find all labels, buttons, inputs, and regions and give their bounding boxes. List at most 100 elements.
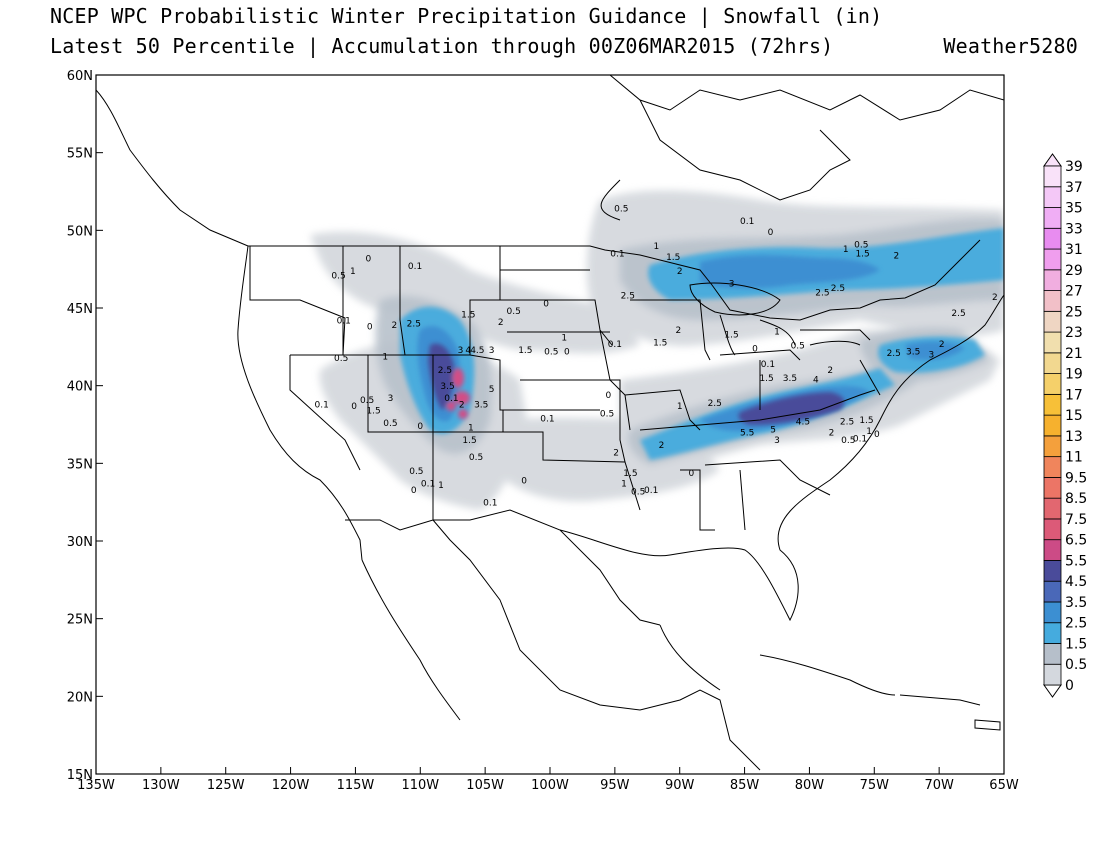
- colorbar-level-label: 33: [1065, 221, 1083, 237]
- colorbar-swatch: [1043, 476, 1062, 499]
- title-line-1: NCEP WPC Probabilistic Winter Precipitat…: [50, 4, 883, 28]
- contour-label: 1: [677, 402, 683, 412]
- colorbar-level-label: 1.5: [1065, 636, 1087, 652]
- contour-label: 2: [992, 293, 998, 303]
- contour-label: 1.5: [859, 416, 873, 426]
- contour-label: 1.5: [461, 310, 475, 320]
- colorbar-swatch: [1043, 186, 1062, 208]
- colorbar-level-label: 0.5: [1065, 657, 1087, 673]
- colorbar-level-label: 5.5: [1065, 553, 1087, 569]
- x-tick-label: 110W: [401, 778, 439, 793]
- contour-label: 2: [676, 326, 682, 336]
- contour-label: 0: [366, 254, 372, 264]
- colorbar-level-label: 15: [1065, 408, 1083, 424]
- contour-label: 2.5: [887, 349, 901, 359]
- contour-label: 0.5: [360, 396, 374, 406]
- contour-label: 3.5: [474, 400, 488, 410]
- x-tick-label: 120W: [272, 778, 310, 793]
- contour-label: 1: [866, 427, 872, 437]
- contour-label: 2: [827, 366, 833, 376]
- colorbar-swatch: [1043, 456, 1062, 478]
- colorbar-swatch: [1043, 373, 1062, 395]
- contour-label: 2: [829, 428, 835, 438]
- colorbar-level-label: 37: [1065, 180, 1083, 196]
- colorbar-level-label: 0: [1065, 678, 1074, 694]
- title-line-2: Latest 50 Percentile | Accumulation thro…: [50, 34, 834, 58]
- colorbar-swatch: [1043, 643, 1062, 665]
- x-tick-label: 115W: [337, 778, 375, 793]
- contour-label: 0: [521, 477, 527, 487]
- colorbar-level-label: 19: [1065, 367, 1083, 383]
- contour-label: 0: [367, 323, 373, 333]
- contour-label: 0.1: [540, 414, 554, 424]
- y-tick-label: 55N: [67, 147, 93, 162]
- contour-label: 0.1: [610, 250, 624, 260]
- contour-label: 2: [677, 267, 683, 277]
- contour-label: 0.5: [631, 487, 645, 497]
- colorbar-swatch: [1043, 207, 1062, 229]
- contour-label: 4.5: [470, 346, 484, 356]
- x-tick-label: 70W: [924, 778, 954, 793]
- x-tick-label: 125W: [207, 778, 245, 793]
- contour-label: 2.5: [407, 320, 421, 330]
- contour-label: 2: [939, 340, 945, 350]
- contour-label: 1.5: [623, 469, 637, 479]
- y-tick-label: 30N: [67, 535, 93, 550]
- contour-label: 0.1: [315, 400, 329, 410]
- colorbar-level-label: 21: [1065, 346, 1083, 362]
- y-tick-label: 15N: [67, 768, 93, 783]
- colorbar-level-label: 2.5: [1065, 616, 1087, 632]
- colorbar-level-label: 9.5: [1065, 470, 1087, 486]
- contour-label: 0: [564, 348, 570, 358]
- contour-label: 2: [391, 321, 397, 331]
- contour-label: 2: [613, 449, 619, 459]
- colorbar-swatch: [1043, 290, 1062, 312]
- contour-label: 4: [465, 346, 471, 356]
- contour-label: 0.5: [854, 240, 868, 250]
- colorbar-swatch: [1043, 518, 1062, 541]
- y-tick-label: 40N: [67, 380, 93, 395]
- contour-label: 0.5: [600, 410, 614, 420]
- contour-label: 0.5: [334, 354, 348, 364]
- colorbar-level-label: 29: [1065, 263, 1083, 279]
- contour-label: 0: [874, 430, 880, 440]
- latitude-axis: 15N 20N 25N 30N 35N 40N 45N 50N 55N 60N: [67, 69, 103, 783]
- y-tick-label: 20N: [67, 690, 93, 705]
- contour-label: 1: [382, 352, 388, 362]
- colorbar-legend: 0 0.5 1.5 2.5 3.5 4.5 5.5 6.5 7.5 8.5 9.5 11 13 15 17 1…: [1043, 153, 1087, 698]
- colorbar-swatch: [1043, 435, 1062, 458]
- contour-label: 4: [813, 376, 819, 386]
- contour-label: 3: [489, 346, 495, 356]
- colorbar-level-label: 4.5: [1065, 574, 1087, 590]
- contour-label: 1: [774, 327, 780, 337]
- contour-label: 0.1: [608, 340, 622, 350]
- contour-label: 1: [438, 481, 444, 491]
- colorbar-level-label: 8.5: [1065, 491, 1087, 507]
- colorbar-swatch: [1043, 497, 1062, 520]
- x-tick-label: 135W: [77, 778, 115, 793]
- colorbar-level-label: 17: [1065, 387, 1083, 403]
- longitude-axis: 135W 130W 125W 120W 115W 110W 105W 100W 95W 90W 85…: [77, 767, 1019, 793]
- contour-label: 0.1: [408, 262, 422, 272]
- x-tick-label: 95W: [600, 778, 630, 793]
- contour-label: 0.5: [331, 271, 345, 281]
- colorbar-level-label: 31: [1065, 242, 1083, 258]
- colorbar-level-label: 35: [1065, 201, 1083, 217]
- x-tick-label: 85W: [730, 778, 760, 793]
- snowfall-shading: [310, 190, 1004, 510]
- contour-label: 1.5: [759, 374, 773, 384]
- contour-label: 0.1: [444, 394, 458, 404]
- contour-label: 1.5: [366, 407, 380, 417]
- colorbar-level-label: 23: [1065, 325, 1083, 341]
- contour-label: 2.5: [815, 289, 829, 299]
- contour-label: 3: [388, 394, 394, 404]
- contour-label: 1: [621, 480, 627, 490]
- y-tick-label: 35N: [67, 457, 93, 472]
- contour-label: 1: [561, 334, 567, 344]
- x-tick-label: 80W: [795, 778, 825, 793]
- colorbar-swatch: [1043, 310, 1062, 333]
- colorbar-swatch: [1043, 663, 1062, 686]
- contour-label: 0: [768, 228, 774, 238]
- contour-label: 1.5: [518, 346, 532, 356]
- x-tick-label: 130W: [142, 778, 180, 793]
